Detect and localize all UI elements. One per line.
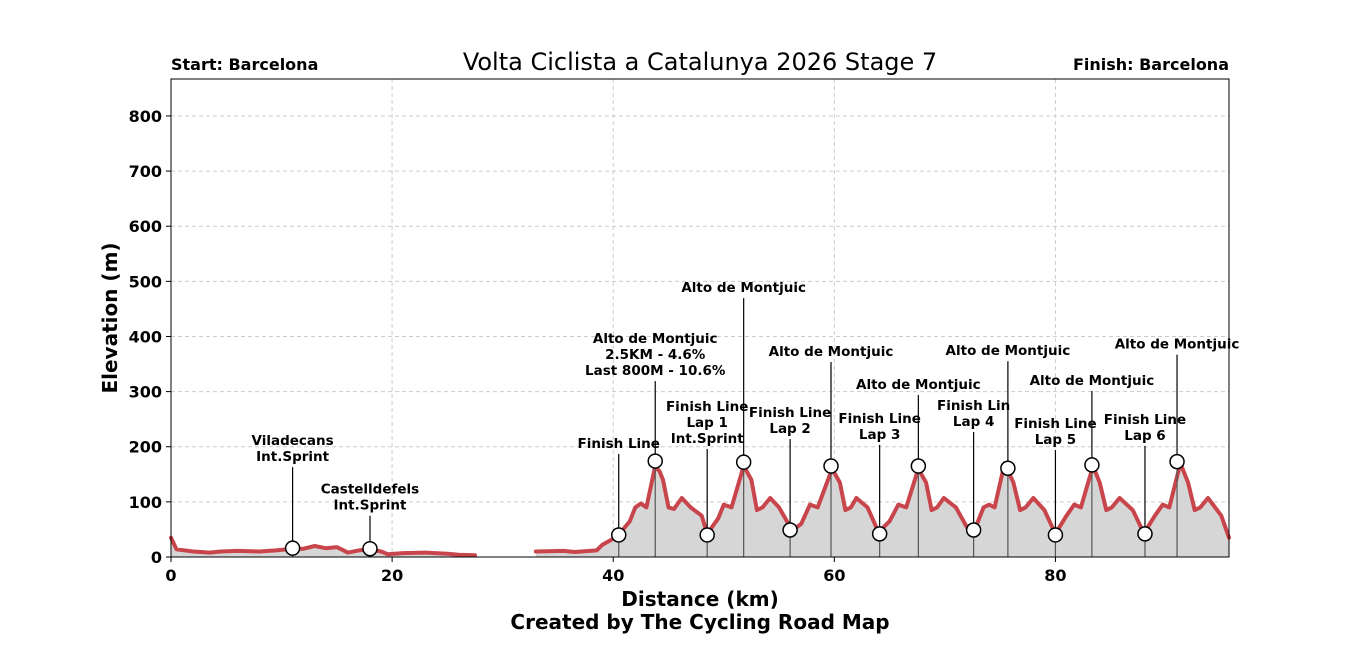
annotation-label: Alto de Montjuic <box>769 344 894 360</box>
annotation-label: Alto de Montjuic <box>681 280 806 296</box>
annotation-label: Finish Line <box>666 399 748 415</box>
x-tick-label: 0 <box>165 566 176 585</box>
y-tick-label: 200 <box>129 438 162 457</box>
annotation-label: Finish Lin <box>937 398 1010 414</box>
point-marker <box>871 526 888 542</box>
annotation-label: Lap 6 <box>1124 428 1165 444</box>
annotation-label: Int.Sprint <box>671 431 744 447</box>
y-tick-label: 0 <box>151 548 162 567</box>
annotations: ViladecansInt.SprintCastelldefelsInt.Spr… <box>252 280 1240 557</box>
annotation-label: Last 800M - 10.6% <box>585 363 726 379</box>
y-tick-label: 300 <box>129 383 162 402</box>
annotation-label: Lap 5 <box>1035 432 1076 448</box>
annotation-label: Lap 3 <box>859 427 900 443</box>
elevation-fill <box>535 463 1229 557</box>
x-axis-label: Distance (km) <box>621 587 778 611</box>
annotation-label: Alto de Montjuic <box>1115 337 1240 353</box>
annotation-label: Lap 1 <box>686 415 727 431</box>
point-marker <box>610 527 627 543</box>
point-marker <box>965 522 982 538</box>
point-marker <box>647 453 663 469</box>
point-marker <box>284 540 301 556</box>
chart-title: Volta Ciclista a Catalunya 2026 Stage 7 <box>463 48 937 76</box>
elevation-line <box>169 535 477 558</box>
point-marker <box>782 522 798 538</box>
x-tick-label: 20 <box>381 566 403 585</box>
annotation-label: Finish Line <box>1014 416 1096 432</box>
point-marker <box>1047 527 1064 543</box>
point-marker <box>910 458 927 474</box>
annotation-label: Finish Line <box>1104 412 1186 428</box>
annotation-label: Alto de Montjuic <box>1030 373 1155 389</box>
annotation-label: Castelldefels <box>321 482 419 498</box>
point-marker <box>823 458 839 474</box>
plot-area <box>169 461 1231 558</box>
point-marker <box>1137 526 1153 542</box>
y-tick-label: 400 <box>129 327 162 346</box>
y-axis-label: Elevation (m) <box>98 242 122 393</box>
point-marker <box>362 540 378 557</box>
grid <box>171 79 1229 557</box>
finish-label: Finish: Barcelona <box>1073 55 1229 74</box>
plot-frame <box>170 78 1230 558</box>
annotation-label: Alto de Montjuic <box>856 377 981 393</box>
annotation-label: Int.Sprint <box>256 449 329 465</box>
annotation-label: 2.5KM - 4.6% <box>605 347 706 363</box>
x-tick-label: 60 <box>823 566 845 585</box>
point-marker <box>735 454 752 470</box>
annotation-label: Finish Line <box>749 405 831 421</box>
y-tick-label: 100 <box>129 493 162 512</box>
y-tick-label: 800 <box>129 107 162 126</box>
annotation-label: Lap 2 <box>769 421 810 437</box>
annotation-label: Finish Line <box>578 436 660 452</box>
start-label: Start: Barcelona <box>171 55 318 74</box>
annotation-label: Lap 4 <box>953 414 994 430</box>
y-tick-label: 500 <box>129 272 162 291</box>
point-marker <box>699 527 715 543</box>
annotation-label: Alto de Montjuic <box>593 331 718 347</box>
credit-text: Created by The Cycling Road Map <box>510 610 889 634</box>
annotation-label: Viladecans <box>252 433 334 449</box>
annotation-label: Int.Sprint <box>334 498 407 514</box>
point-marker <box>1169 453 1185 470</box>
x-tick-label: 40 <box>602 566 624 585</box>
point-marker <box>1000 460 1016 476</box>
annotation-label: Alto de Montjuic <box>946 343 1071 359</box>
y-tick-label: 700 <box>129 162 162 181</box>
point-marker <box>1084 457 1100 473</box>
elevation-line <box>533 461 1231 554</box>
x-tick-label: 80 <box>1044 566 1066 585</box>
y-tick-label: 600 <box>129 217 162 236</box>
annotation-label: Finish Line <box>838 411 920 427</box>
